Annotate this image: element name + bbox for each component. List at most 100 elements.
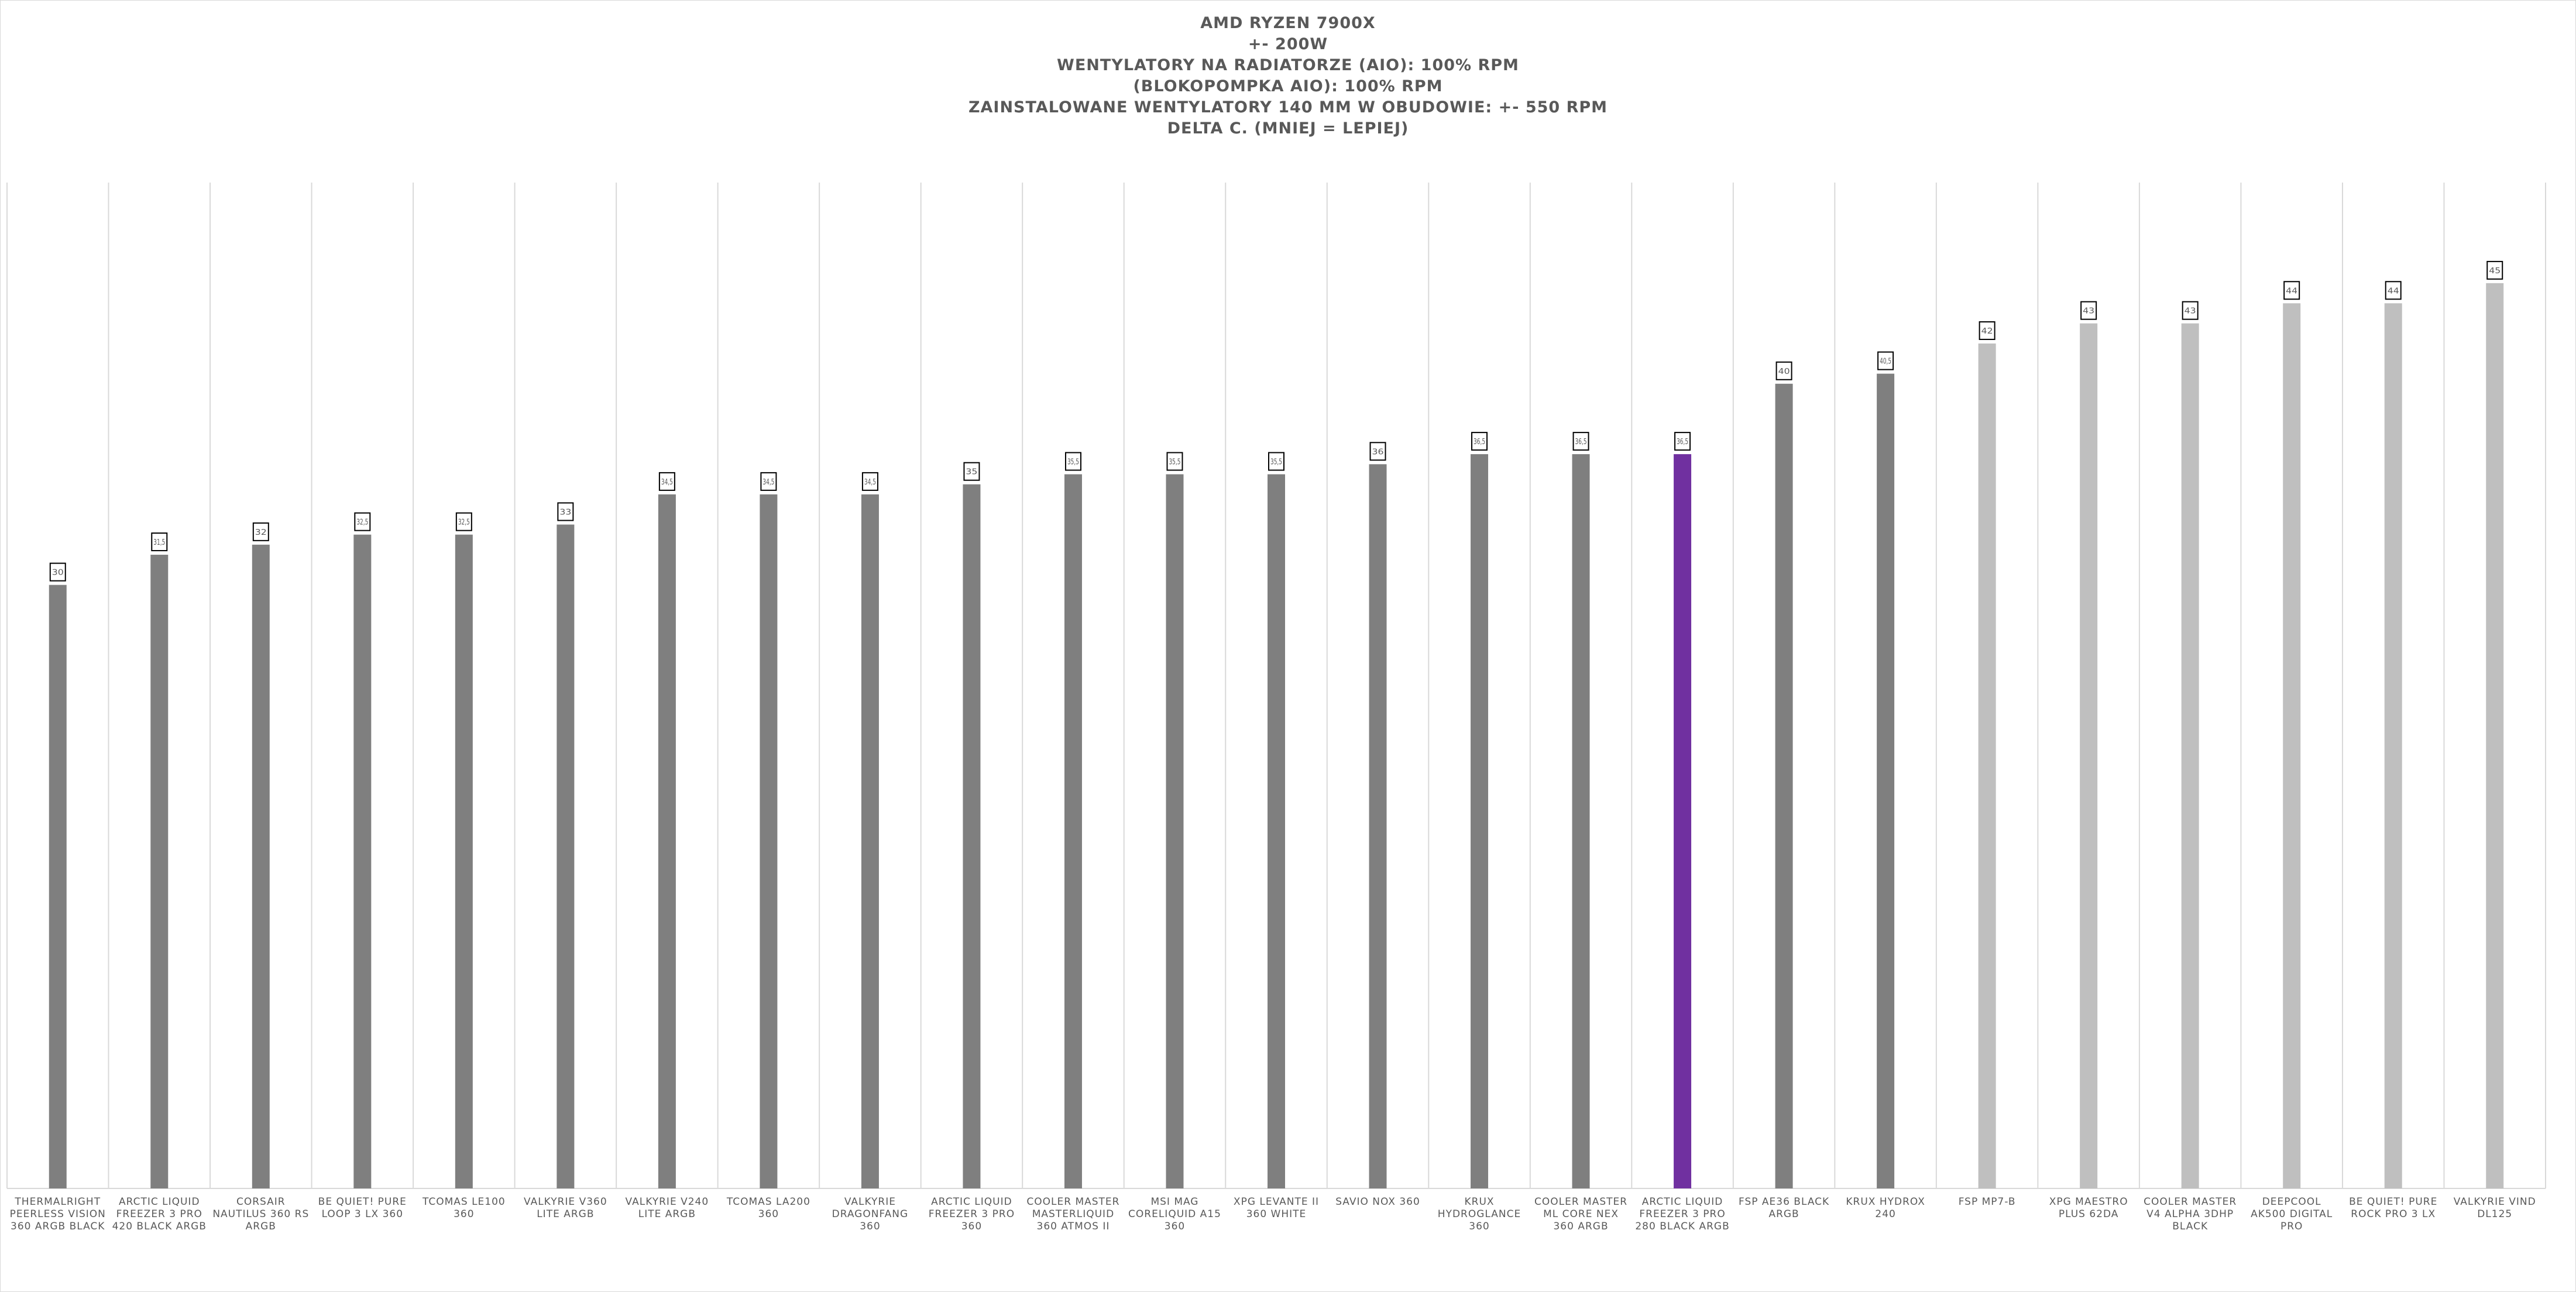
data-label-text: 34,5	[763, 478, 774, 487]
bar	[760, 494, 778, 1188]
bar	[557, 524, 575, 1189]
data-label-text: 36	[1372, 448, 1384, 456]
title-line-radiator-fans: WENTYLATORY NA RADIATORZE (AIO): 100% RP…	[1057, 56, 1519, 74]
title-line-case-fans: ZAINSTALOWANE WENTYLATORY 140 MM W OBUDO…	[968, 98, 1608, 116]
category-label: VALKYRIE VIND DL125	[2453, 1196, 2536, 1220]
data-label-box	[2080, 301, 2097, 320]
bar	[2181, 323, 2199, 1189]
data-label: 32,5	[455, 512, 472, 531]
chart-title: AMD RYZEN 7900X +- 200W WENTYLATORY NA R…	[0, 13, 2576, 139]
data-label-box	[760, 472, 777, 491]
bar	[1268, 474, 1285, 1188]
category-label: MSI MAG CORELIQUID A15 360	[1128, 1196, 1221, 1232]
data-label: 36,5	[1572, 432, 1589, 451]
data-label-box	[151, 532, 168, 552]
bar	[353, 534, 372, 1188]
data-label: 36	[1369, 442, 1386, 461]
data-label: 33	[557, 502, 574, 521]
bar	[2486, 283, 2504, 1188]
data-label-box	[252, 522, 269, 541]
bar	[658, 494, 676, 1188]
data-label: 45	[2486, 260, 2503, 280]
bar	[2283, 303, 2301, 1188]
bar	[1674, 454, 1692, 1188]
category-label: BE QUIET! PURE ROCK PRO 3 LX	[2349, 1196, 2438, 1220]
category-label: KRUX HYDROX 240	[1846, 1196, 1925, 1220]
category-label: VALKYRIE DRAGONFANG 360	[832, 1196, 909, 1232]
category-label: COOLER MASTER ML CORE NEX 360 ARGB	[1534, 1196, 1628, 1232]
data-label-box	[1775, 361, 1792, 380]
category-label: VALKYRIE V360 LITE ARGB	[524, 1196, 607, 1220]
data-label: 43	[2182, 301, 2199, 320]
category-label: THERMALRIGHT PEERLESS VISION 360 ARGB BL…	[9, 1196, 106, 1232]
data-label-text: 35,5	[1270, 458, 1282, 467]
data-label: 32	[252, 522, 269, 541]
bar	[1369, 464, 1387, 1188]
bar	[1471, 454, 1489, 1188]
data-label-text: 35	[966, 468, 977, 477]
data-label: 35,5	[1268, 452, 1284, 471]
data-label: 32,5	[354, 512, 371, 531]
data-label-box	[1674, 432, 1691, 451]
data-label: 40	[1775, 361, 1792, 380]
bar	[861, 494, 879, 1188]
category-label: VALKYRIE V240 LITE ARGB	[625, 1196, 709, 1220]
data-label-text: 33	[559, 508, 571, 517]
category-label: TCOMAS LE100 360	[422, 1196, 506, 1220]
data-label-text: 44	[2286, 287, 2297, 295]
data-label-text: 43	[2083, 307, 2094, 316]
bar	[49, 585, 67, 1188]
category-label: FSP AE36 BLACK ARGB	[1738, 1196, 1830, 1220]
category-label: COOLER MASTER MASTERLIQUID 360 ATMOS II	[1026, 1196, 1120, 1232]
data-label-text: 30	[52, 569, 64, 578]
category-label: CORSAIR NAUTILUS 360 RS ARGB	[212, 1196, 310, 1232]
bar	[455, 534, 473, 1188]
data-label-text: 43	[2185, 307, 2196, 316]
bar	[2384, 303, 2402, 1188]
data-label: 40,5	[1877, 351, 1894, 370]
bar	[1064, 474, 1082, 1188]
title-line-power: +- 200W	[1248, 35, 1328, 53]
data-label: 36,5	[1674, 432, 1691, 451]
data-label-box	[557, 502, 574, 521]
data-label-box	[455, 512, 472, 531]
category-label: ARCTIC LIQUID FREEZER 3 PRO 280 BLACK AR…	[1635, 1196, 1730, 1232]
data-label: 44	[2385, 281, 2402, 300]
bar	[150, 555, 169, 1188]
category-label: FSP MP7-B	[1958, 1196, 2016, 1208]
bar	[1166, 474, 1184, 1188]
title-line-metric: DELTA C. (MNIEJ = LEPIEJ)	[1167, 119, 1409, 138]
data-label: 34,5	[861, 472, 878, 491]
data-label-box	[1877, 351, 1894, 370]
data-label-text: 36,5	[1575, 438, 1587, 446]
category-label: XPG MAESTRO PLUS 62DA	[2049, 1196, 2128, 1220]
bar	[252, 544, 270, 1188]
data-labels: 30 31,5 32 32,5 32,5 33 34,5 34,5 34,5 35 35,5 35,5…	[49, 260, 2503, 582]
data-label-box	[1166, 452, 1183, 471]
data-label-box	[1471, 432, 1488, 451]
data-label-text: 32,5	[458, 518, 470, 527]
data-label-box	[658, 472, 675, 491]
data-label: 35,5	[1064, 452, 1081, 471]
data-label-box	[2182, 301, 2199, 320]
data-label: 43	[2080, 301, 2097, 320]
data-label-text: 40,5	[1880, 358, 1891, 366]
bar	[1572, 454, 1590, 1188]
data-label: 42	[1979, 321, 1995, 341]
data-label-text: 31,5	[153, 538, 165, 547]
category-label: ARCTIC LIQUID FREEZER 3 PRO 360	[928, 1196, 1015, 1232]
title-line-cpu: AMD RYZEN 7900X	[1200, 14, 1376, 32]
data-label-box	[1572, 432, 1589, 451]
bar	[963, 484, 981, 1189]
data-label: 35,5	[1166, 452, 1183, 471]
bar	[1978, 343, 1996, 1188]
data-label-box	[49, 562, 66, 582]
data-label-text: 32,5	[356, 518, 368, 527]
data-label-box	[861, 472, 878, 491]
data-label: 35	[963, 462, 980, 481]
data-label-text: 42	[1981, 327, 1993, 336]
data-label-box	[354, 512, 371, 531]
category-label: BE QUIET! PURE LOOP 3 LX 360	[318, 1196, 407, 1220]
